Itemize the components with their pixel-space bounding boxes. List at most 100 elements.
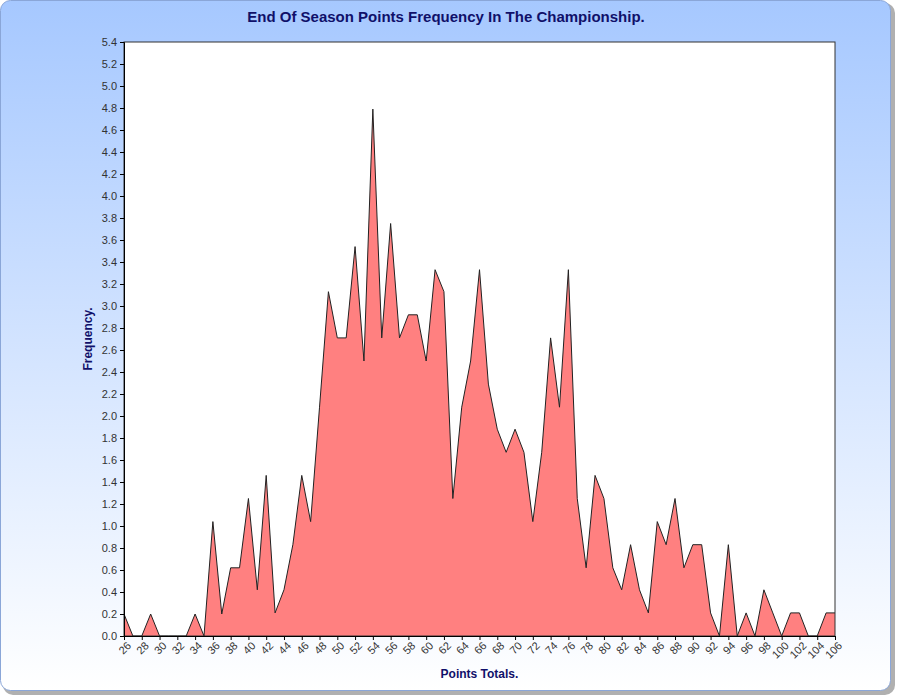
- y-tick: 0.8: [102, 542, 124, 554]
- y-tick-label: 5.0: [102, 80, 117, 92]
- y-tick-label: 4.8: [102, 102, 117, 114]
- x-tick: 94: [720, 636, 737, 656]
- y-tick: 2.6: [102, 344, 124, 356]
- x-tick: 72: [525, 636, 542, 656]
- x-tick-label: 58: [400, 639, 417, 656]
- y-tick-mark: [120, 350, 124, 351]
- y-tick: 4.2: [102, 168, 124, 180]
- y-tick-mark: [120, 196, 124, 197]
- y-tick: 3.0: [102, 300, 124, 312]
- x-tick: 52: [347, 636, 364, 656]
- x-tick-label: 48: [312, 639, 329, 656]
- x-tick: 36: [205, 636, 222, 656]
- x-tick-label: 56: [383, 639, 400, 656]
- y-tick: 2.8: [102, 322, 124, 334]
- x-tick-label: 44: [276, 639, 293, 656]
- x-tick: 30: [152, 636, 169, 656]
- y-tick-label: 3.8: [102, 212, 117, 224]
- x-tick: 56: [383, 636, 400, 656]
- y-tick-mark: [120, 438, 124, 439]
- x-tick-label: 42: [258, 639, 275, 656]
- y-tick-mark: [120, 306, 124, 307]
- x-tick-label: 96: [738, 639, 755, 656]
- x-tick: 96: [738, 636, 755, 656]
- y-tick: 3.8: [102, 212, 124, 224]
- x-tick: 62: [436, 636, 453, 656]
- y-tick: 0.6: [102, 564, 124, 576]
- y-tick-label: 3.4: [102, 256, 117, 268]
- x-tick-label: 52: [347, 639, 364, 656]
- x-axis: 2628303234363840424446485052545658606264…: [116, 636, 844, 661]
- x-tick: 40: [240, 636, 257, 656]
- y-tick-mark: [120, 526, 124, 527]
- y-tick-mark: [120, 460, 124, 461]
- x-tick-label: 60: [418, 639, 435, 656]
- x-tick-label: 74: [543, 639, 560, 656]
- y-tick-label: 1.4: [102, 476, 117, 488]
- y-tick: 4.8: [102, 102, 124, 114]
- x-tick: 88: [667, 636, 684, 656]
- y-tick-label: 3.2: [102, 278, 117, 290]
- y-tick: 2.0: [102, 410, 124, 422]
- y-tick-label: 2.6: [102, 344, 117, 356]
- y-tick-label: 1.6: [102, 454, 117, 466]
- panel: [1, 1, 891, 691]
- y-tick-mark: [120, 548, 124, 549]
- y-tick: 5.4: [102, 36, 124, 48]
- x-tick-label: 34: [187, 639, 204, 656]
- y-tick-mark: [120, 328, 124, 329]
- y-tick-label: 5.2: [102, 58, 117, 70]
- x-tick: 76: [560, 636, 577, 656]
- y-tick: 2.4: [102, 366, 124, 378]
- x-tick: 28: [134, 636, 151, 656]
- x-tick: 104: [805, 636, 826, 661]
- x-tick-label: 50: [329, 639, 346, 656]
- y-tick: 2.2: [102, 388, 124, 400]
- y-tick: 5.2: [102, 58, 124, 70]
- x-tick-label: 26: [116, 639, 133, 656]
- x-tick: 60: [418, 636, 435, 656]
- x-tick-label: 36: [205, 639, 222, 656]
- x-tick: 92: [703, 636, 720, 656]
- x-tick: 54: [365, 636, 382, 656]
- y-tick-label: 1.8: [102, 432, 117, 444]
- x-tick: 102: [787, 636, 808, 661]
- y-tick-label: 4.6: [102, 124, 117, 136]
- y-tick-mark: [120, 64, 124, 65]
- y-tick: 0.2: [102, 608, 124, 620]
- x-tick-label: 86: [649, 639, 666, 656]
- x-tick: 50: [329, 636, 346, 656]
- x-tick-label: 46: [294, 639, 311, 656]
- x-tick: 100: [769, 636, 790, 661]
- y-tick-mark: [120, 284, 124, 285]
- y-tick-mark: [120, 372, 124, 373]
- x-tick: 34: [187, 636, 204, 656]
- y-tick: 3.4: [102, 256, 124, 268]
- series-group: [124, 109, 835, 636]
- y-tick-mark: [120, 262, 124, 263]
- y-tick: 0.0: [102, 630, 124, 642]
- y-tick-mark: [120, 614, 124, 615]
- y-tick: 0.4: [102, 586, 124, 598]
- plot-background: [124, 42, 835, 636]
- y-axis-line: [120, 43, 125, 637]
- x-tick: 38: [223, 636, 240, 656]
- x-tick-label: 90: [685, 639, 702, 656]
- x-tick: 82: [614, 636, 631, 656]
- y-tick-label: 0.6: [102, 564, 117, 576]
- y-tick: 3.6: [102, 234, 124, 246]
- x-tick: 86: [649, 636, 666, 656]
- y-tick-label: 2.0: [102, 410, 117, 422]
- y-tick-label: 5.4: [102, 36, 117, 48]
- y-tick-label: 4.4: [102, 146, 117, 158]
- x-tick: 106: [823, 636, 844, 661]
- x-tick-label: 80: [596, 639, 613, 656]
- panel-shadow: [3, 3, 895, 695]
- y-tick: 3.2: [102, 278, 124, 290]
- y-tick: 1.6: [102, 454, 124, 466]
- y-tick-mark: [120, 394, 124, 395]
- x-tick-label: 100: [769, 639, 790, 660]
- y-tick-mark: [120, 240, 124, 241]
- x-tick: 80: [596, 636, 613, 656]
- x-tick-label: 38: [223, 639, 240, 656]
